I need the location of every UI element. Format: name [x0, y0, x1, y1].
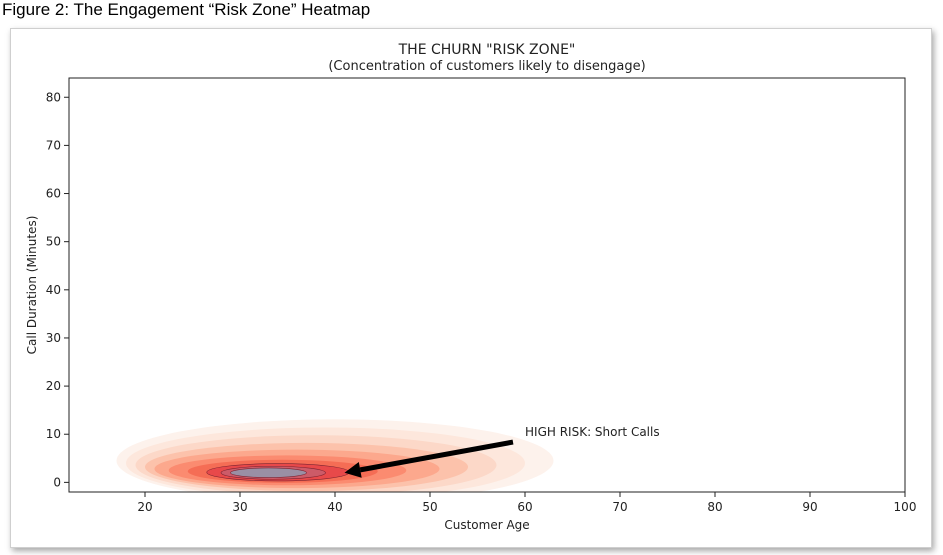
y-tick-label: 40: [46, 283, 61, 297]
x-tick-label: 100: [894, 500, 917, 514]
y-tick-label: 60: [46, 187, 61, 201]
x-tick-label: 60: [517, 500, 532, 514]
y-axis: 0 10 20 30 40 50 60 70 80: [46, 90, 69, 489]
x-tick-label: 50: [422, 500, 437, 514]
annotation: HIGH RISK: Short Calls: [344, 425, 660, 478]
chart-title: THE CHURN "RISK ZONE": [398, 42, 576, 58]
x-tick-label: 70: [612, 500, 627, 514]
x-tick-label: 30: [232, 500, 247, 514]
x-tick-label: 40: [327, 500, 342, 514]
y-tick-label: 20: [46, 379, 61, 393]
plot-area-frame: [68, 77, 906, 493]
chart-subtitle: (Concentration of customers likely to di…: [328, 59, 645, 74]
x-axis-label: Customer Age: [444, 518, 529, 532]
x-tick-label: 20: [137, 500, 152, 514]
figure-caption: Figure 2: The Engagement “Risk Zone” Hea…: [2, 0, 371, 19]
y-tick-label: 80: [46, 90, 61, 104]
annotation-arrowhead: [344, 462, 362, 478]
annotation-arrow: [359, 439, 514, 473]
y-tick-label: 10: [46, 427, 61, 441]
y-axis-label: Call Duration (Minutes): [25, 216, 39, 355]
x-tick-label: 80: [707, 500, 722, 514]
annotation-text: HIGH RISK: Short Calls: [525, 425, 660, 439]
y-tick-label: 70: [46, 138, 61, 152]
y-tick-label: 0: [53, 475, 61, 489]
x-tick-label: 90: [802, 500, 817, 514]
y-tick-label: 50: [46, 235, 61, 249]
figure-frame: 20 30 40 50 60 70 80 90 100 0 10 20 30 40 50 60 70 80 TH…: [10, 28, 932, 548]
heatmap-chart: 20 30 40 50 60 70 80 90 100 0 10 20 30 40 50 60 70 80 TH…: [11, 29, 931, 547]
x-axis: 20 30 40 50 60 70 80 90 100: [137, 492, 916, 514]
y-tick-label: 30: [46, 331, 61, 345]
density-layer: [116, 419, 554, 492]
density-contour: [230, 467, 307, 478]
